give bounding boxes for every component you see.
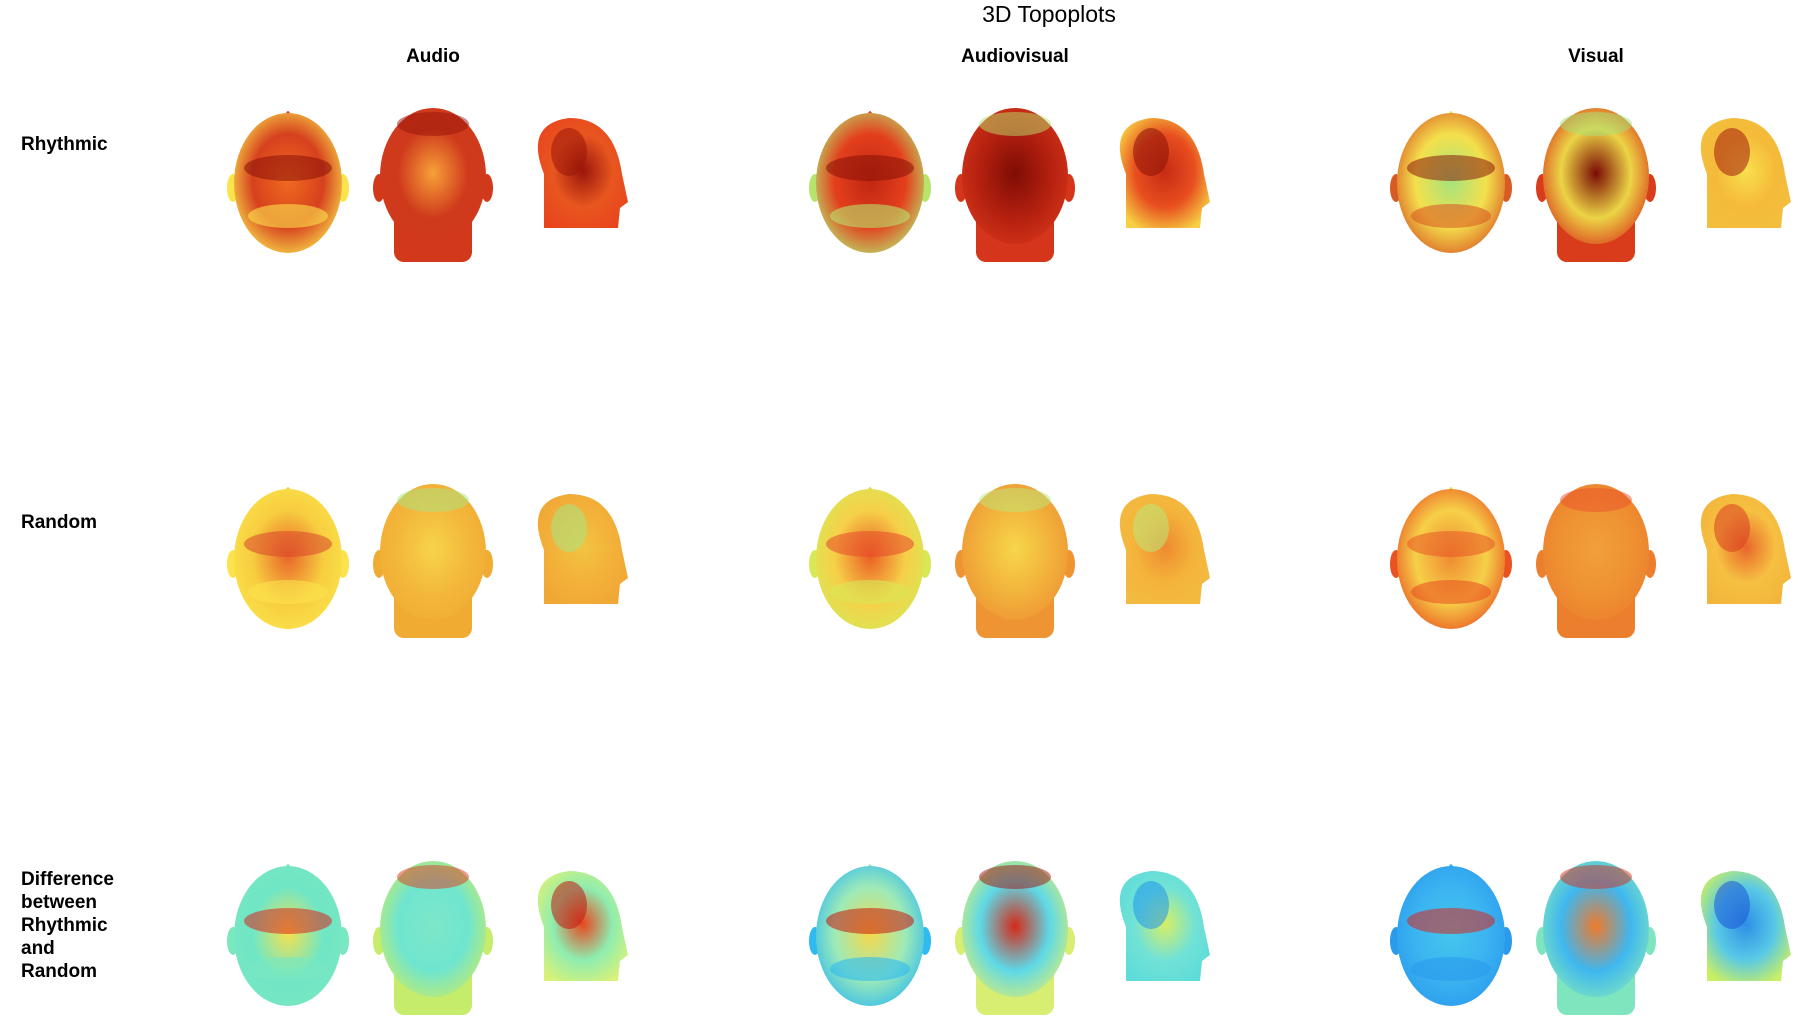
- head-back-view: [373, 484, 493, 638]
- row-label-rhythmic: Rhythmic: [21, 134, 108, 155]
- panel-difference-audio: [227, 845, 648, 1015]
- head-top-view: [1390, 111, 1512, 253]
- head-top-view: [227, 487, 349, 629]
- head-back-view: [1536, 861, 1656, 1015]
- head-back-view: [955, 108, 1075, 262]
- panel-rhythmic-audio: [227, 92, 648, 262]
- topoplot-set: [1390, 108, 1791, 262]
- head-top-view: [1390, 487, 1512, 629]
- head-side-view: [1700, 871, 1791, 981]
- head-top-view: [1390, 864, 1512, 1006]
- head-side-view: [1119, 494, 1210, 604]
- head-back-view: [1536, 108, 1656, 262]
- head-top-view: [809, 487, 931, 629]
- head-side-view: [1119, 118, 1210, 228]
- head-side-view: [537, 118, 628, 228]
- head-top-view: [227, 864, 349, 1006]
- row-label-difference: Difference between Rhythmic and Random: [21, 869, 114, 982]
- head-side-view: [537, 494, 628, 604]
- head-side-view: [1700, 494, 1791, 604]
- panel-random-visual: [1390, 468, 1808, 638]
- panel-rhythmic-audiovisual: [809, 92, 1230, 262]
- topoplot-set: [1390, 861, 1791, 1015]
- head-back-view: [955, 861, 1075, 1015]
- column-header-visual: Visual: [1568, 46, 1624, 67]
- column-header-audio: Audio: [406, 46, 460, 67]
- row-label-random: Random: [21, 512, 97, 533]
- topoplot-set: [809, 108, 1210, 262]
- head-back-view: [373, 861, 493, 1015]
- panel-random-audiovisual: [809, 468, 1230, 638]
- head-side-view: [537, 871, 628, 981]
- head-back-view: [373, 108, 493, 262]
- panel-rhythmic-visual: [1390, 92, 1808, 262]
- head-top-view: [809, 864, 931, 1006]
- head-back-view: [955, 484, 1075, 638]
- head-side-view: [1700, 118, 1791, 228]
- head-back-view: [1536, 484, 1656, 638]
- figure-title: 3D Topoplots: [982, 1, 1116, 27]
- topoplot-set: [227, 861, 628, 1015]
- topoplot-set: [227, 108, 628, 262]
- panel-difference-audiovisual: [809, 845, 1230, 1015]
- head-side-view: [1119, 871, 1210, 981]
- topoplot-set: [809, 484, 1210, 638]
- topoplot-set: [1390, 484, 1791, 638]
- head-top-view: [809, 111, 931, 253]
- head-top-view: [227, 111, 349, 253]
- topoplot-set: [809, 861, 1210, 1015]
- topoplot-set: [227, 484, 628, 638]
- column-header-audiovisual: Audiovisual: [961, 46, 1069, 67]
- panel-difference-visual: [1390, 845, 1808, 1015]
- panel-random-audio: [227, 468, 648, 638]
